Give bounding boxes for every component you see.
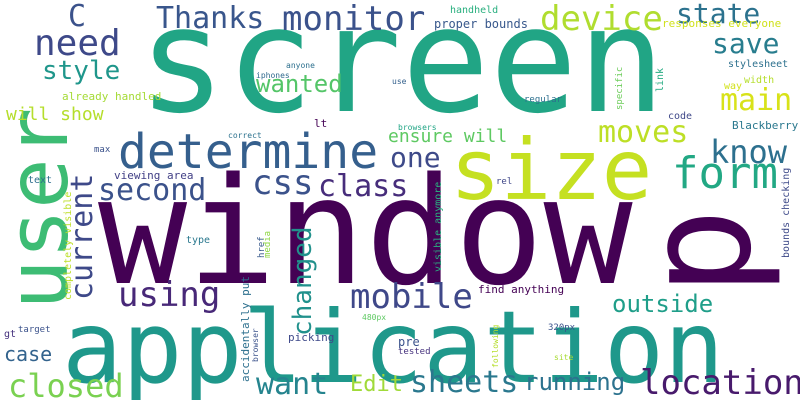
word-sheets: sheets	[410, 365, 519, 400]
word-browser: browser	[251, 328, 260, 362]
word-size: size	[450, 121, 653, 219]
word-one: one	[390, 141, 441, 174]
word-running: running	[524, 368, 626, 396]
word-closed: closed	[8, 367, 124, 400]
word-viewing-area: viewing area	[114, 169, 194, 182]
word-480px: 480px	[362, 313, 387, 322]
word-form: form	[672, 148, 778, 199]
word-save: save	[712, 27, 780, 60]
word-device: device	[540, 0, 663, 39]
word-know: know	[710, 133, 788, 171]
word-location: location	[640, 363, 800, 400]
word-correct: correct	[228, 131, 262, 140]
word-outside: outside	[612, 290, 714, 318]
word-thanks: Thanks	[156, 1, 265, 36]
word-blackberry: Blackberry	[732, 119, 799, 132]
word-p: p	[614, 208, 784, 296]
word-width: width	[744, 75, 775, 86]
word-style: style	[42, 56, 121, 86]
word-already-handled: already handled	[62, 90, 162, 103]
word-state: state	[676, 0, 761, 30]
word-site: site	[554, 353, 574, 362]
word-class: class	[318, 169, 409, 204]
word-application: application	[62, 289, 725, 400]
word-rel: rel	[496, 177, 513, 187]
word-main: main	[720, 83, 793, 118]
word-use: use	[392, 77, 407, 86]
word-picking: picking	[288, 331, 335, 344]
word-responses-everyone: responses everyone	[662, 17, 782, 30]
word-type: type	[186, 235, 211, 246]
word-determine: determine	[118, 124, 379, 180]
word-regular: regular	[524, 95, 562, 105]
word-moves: moves	[598, 115, 689, 150]
word-find-anything: find anything	[478, 283, 565, 296]
word-following: following	[491, 324, 500, 368]
word-lt: lt	[314, 117, 328, 130]
word-screen: screen	[138, 0, 666, 146]
word-using: using	[118, 275, 221, 315]
word-target: target	[18, 325, 51, 335]
word-css: css	[252, 163, 314, 203]
word-proper-bounds: proper bounds	[434, 17, 528, 31]
word-pre: pre	[398, 335, 420, 349]
word-wanted: wanted	[256, 70, 343, 98]
word-want: want	[256, 367, 329, 400]
word-handheld: handheld	[450, 5, 499, 16]
word-visible-anymore: visible anymore	[433, 181, 444, 272]
word-way: way	[724, 81, 743, 92]
word-window: window	[98, 146, 633, 318]
word-320px: 320px	[548, 323, 576, 333]
word-monitor: monitor	[282, 0, 426, 39]
word-max: max	[94, 145, 111, 155]
word-anyone: anyone	[286, 61, 315, 70]
word-iphones: iphones	[256, 71, 290, 80]
word-bounds-checking: bounds checking	[781, 167, 792, 258]
word-completely-visible: completely visible	[63, 191, 74, 300]
word-changed: changed	[288, 226, 318, 336]
word-media: media	[263, 230, 273, 258]
word-accidentally-put: accidentally put	[239, 276, 252, 382]
word-second: second	[98, 173, 207, 208]
word-link: link	[655, 67, 666, 92]
word-edit: Edit	[350, 372, 403, 397]
word-need: need	[34, 23, 121, 64]
word-browsers: browsers	[398, 123, 437, 132]
word-gt: gt	[4, 329, 17, 340]
word-mobile: mobile	[350, 277, 473, 317]
word-tested: tested	[398, 347, 431, 357]
word-specific: specific	[615, 66, 625, 110]
word-will-show: will show	[6, 104, 104, 125]
word-stylesheet: stylesheet	[728, 59, 789, 70]
word-code: code	[668, 111, 693, 122]
word-text: text	[28, 175, 53, 186]
word-case: case	[4, 342, 53, 366]
word-ensure-will: ensure will	[388, 126, 508, 147]
word-c: C	[68, 0, 87, 34]
